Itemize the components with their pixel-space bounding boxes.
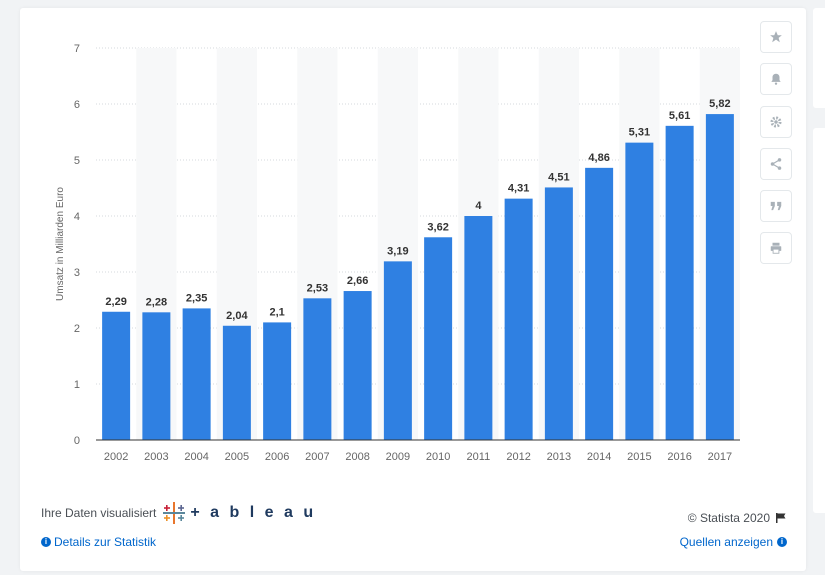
copyright-text: © Statista 2020 xyxy=(687,511,770,525)
gear-icon xyxy=(770,116,782,128)
bar-value-label: 3,19 xyxy=(387,245,408,257)
bar[interactable] xyxy=(424,237,453,440)
x-axis-ticks: 2002 2003 2004 2005 2006 2007 2008 2009 2010 2011… xyxy=(104,451,732,463)
bar-value-label: 2,29 xyxy=(105,296,126,308)
bar[interactable] xyxy=(464,216,493,440)
bar[interactable] xyxy=(504,198,533,440)
visualized-by: Ihre Daten visualisiert + a b l e a u xyxy=(41,501,316,525)
x-tick-label: 2006 xyxy=(265,451,289,463)
y-axis-label: Umsatz in Milliarden Euro xyxy=(55,187,66,301)
y-tick-label: 5 xyxy=(74,155,80,167)
bar[interactable] xyxy=(102,311,131,440)
x-tick-label: 2010 xyxy=(426,451,450,463)
favorite-button[interactable] xyxy=(760,21,792,53)
bar-value-label: 2,28 xyxy=(146,296,167,308)
x-tick-label: 2017 xyxy=(708,451,732,463)
notification-button[interactable] xyxy=(760,63,792,95)
info-icon: i xyxy=(41,537,51,547)
bar[interactable] xyxy=(705,114,734,440)
bar-value-label: 2,04 xyxy=(226,310,248,322)
sources-link-text: Quellen anzeigen xyxy=(679,535,773,549)
star-icon xyxy=(770,31,782,43)
cite-button[interactable] xyxy=(760,190,792,222)
y-tick-label: 4 xyxy=(74,211,80,223)
bar[interactable] xyxy=(222,325,251,440)
side-card-bottom xyxy=(813,128,825,513)
flag-icon[interactable] xyxy=(775,512,787,524)
x-tick-label: 2002 xyxy=(104,451,128,463)
bar-value-label: 4 xyxy=(475,200,482,212)
x-tick-label: 2004 xyxy=(184,451,208,463)
x-tick-label: 2011 xyxy=(467,451,491,463)
details-link-text: Details zur Statistik xyxy=(54,535,157,549)
y-tick-label: 6 xyxy=(74,99,80,111)
x-tick-label: 2003 xyxy=(144,451,168,463)
bar[interactable] xyxy=(665,125,694,440)
bar[interactable] xyxy=(182,308,211,440)
x-tick-label: 2012 xyxy=(506,451,530,463)
y-tick-label: 0 xyxy=(74,435,80,447)
info-icon: i xyxy=(777,537,787,547)
bar[interactable] xyxy=(303,298,332,440)
visualized-by-text: Ihre Daten visualisiert xyxy=(41,506,157,520)
bar-value-label: 4,51 xyxy=(548,171,569,183)
bar-value-label: 2,35 xyxy=(186,292,207,304)
settings-button[interactable] xyxy=(760,106,792,138)
bar-value-labels: 2,29 2,28 2,35 2,04 2,1 2,53 2,66 3,19 3,62 4 4,31… xyxy=(105,98,730,322)
y-tick-label: 7 xyxy=(74,43,80,55)
bar[interactable] xyxy=(263,322,292,440)
bars xyxy=(102,114,734,440)
bar[interactable] xyxy=(544,187,573,440)
bar[interactable] xyxy=(142,312,171,440)
x-tick-label: 2014 xyxy=(587,451,611,463)
bar-value-label: 4,86 xyxy=(588,152,609,164)
details-link[interactable]: i Details zur Statistik xyxy=(41,535,156,549)
bar-value-label: 2,53 xyxy=(307,282,328,294)
tableau-wordmark: + a b l e a u xyxy=(190,504,317,521)
x-tick-label: 2015 xyxy=(627,451,651,463)
tableau-cross-icon xyxy=(163,502,186,524)
bar[interactable] xyxy=(585,167,614,440)
print-icon xyxy=(770,242,782,254)
bar-value-label: 5,61 xyxy=(669,110,690,122)
bar[interactable] xyxy=(383,261,412,440)
share-button[interactable] xyxy=(760,148,792,180)
y-tick-label: 2 xyxy=(74,323,80,335)
share-icon xyxy=(770,158,782,170)
bar[interactable] xyxy=(343,291,372,440)
bar-value-label: 3,62 xyxy=(427,221,448,233)
bar-value-label: 2,1 xyxy=(269,306,284,318)
side-card-top xyxy=(813,8,825,108)
x-tick-label: 2009 xyxy=(386,451,410,463)
bar[interactable] xyxy=(625,142,654,440)
copyright: © Statista 2020 xyxy=(688,511,787,525)
sources-link[interactable]: Quellen anzeigen i xyxy=(680,535,787,549)
bar-value-label: 2,66 xyxy=(347,275,368,287)
y-tick-label: 3 xyxy=(74,267,80,279)
x-tick-label: 2007 xyxy=(305,451,329,463)
quote-icon xyxy=(770,201,782,211)
y-axis-ticks: 0 1 2 3 4 5 6 7 xyxy=(74,43,80,447)
tableau-logo[interactable]: + a b l e a u xyxy=(162,501,316,525)
bar-value-label: 4,31 xyxy=(508,183,529,195)
x-tick-label: 2008 xyxy=(345,451,369,463)
x-tick-label: 2016 xyxy=(667,451,691,463)
y-tick-label: 1 xyxy=(74,379,80,391)
print-button[interactable] xyxy=(760,232,792,264)
bar-value-label: 5,82 xyxy=(709,98,730,110)
bar-value-label: 5,31 xyxy=(629,127,650,139)
bell-icon xyxy=(771,73,781,85)
x-tick-label: 2013 xyxy=(547,451,571,463)
x-tick-label: 2005 xyxy=(225,451,249,463)
